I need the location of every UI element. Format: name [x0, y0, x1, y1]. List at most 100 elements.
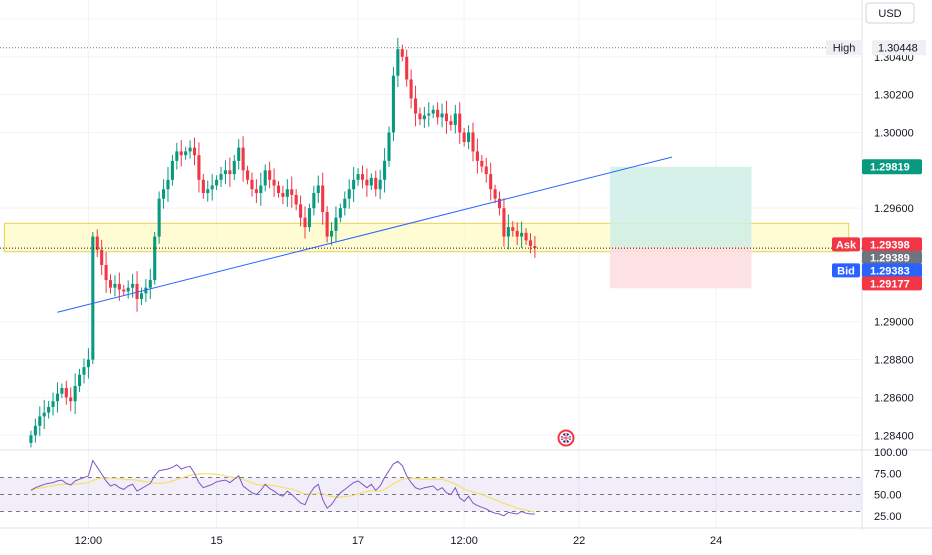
rsi-tick-label: 25.00 — [874, 511, 902, 523]
profit-zone — [610, 166, 752, 247]
candle-up — [73, 386, 77, 402]
rsi-band — [0, 477, 862, 512]
candle-up — [82, 367, 86, 375]
candle-down — [325, 211, 329, 237]
candle-down — [281, 193, 285, 197]
candle-down — [405, 56, 409, 80]
rsi-line — [30, 459, 535, 517]
candle-up — [259, 185, 263, 194]
candle-down — [475, 151, 479, 161]
candle-up — [520, 232, 524, 237]
candle-up — [126, 287, 130, 292]
candle-up — [144, 287, 148, 294]
candle-down — [95, 236, 99, 250]
candle-up — [431, 109, 435, 114]
candle-down — [201, 179, 205, 194]
candle-down — [197, 155, 201, 180]
candle-down — [400, 49, 404, 57]
trendline — [57, 156, 673, 313]
candle-up — [338, 208, 342, 218]
candle-down — [533, 246, 537, 248]
candle-up — [219, 174, 223, 180]
high-price-label: High 1.30448 — [826, 40, 926, 56]
candle-down — [100, 249, 104, 265]
candle-up — [467, 132, 471, 142]
high-tag: High — [833, 43, 856, 55]
candle-down — [228, 170, 232, 175]
time-tick-label: 17 — [352, 535, 364, 547]
candle-up — [223, 170, 227, 175]
candle-up — [387, 132, 391, 161]
candle-up — [356, 174, 360, 180]
last-value: 1.29389 — [870, 252, 910, 264]
last-price-label: 1.29389 — [862, 250, 922, 264]
candle-down — [241, 147, 245, 171]
currency-button[interactable]: USD — [865, 2, 915, 24]
time-tick-label: 22 — [573, 535, 585, 547]
candle-up — [343, 198, 347, 209]
candle-up — [42, 412, 46, 417]
currency-label: USD — [878, 8, 901, 20]
candle-down — [360, 174, 365, 180]
candle-up — [396, 49, 400, 76]
candle-up — [285, 189, 289, 197]
candle-down — [303, 217, 307, 228]
candle-up — [206, 189, 210, 194]
candle-up — [383, 160, 387, 180]
candle-down — [449, 121, 453, 125]
candle-down — [276, 185, 281, 194]
candle-up — [352, 179, 356, 190]
candle-down — [374, 177, 378, 190]
time-tick-label: 24 — [710, 535, 722, 547]
candle-up — [153, 236, 157, 281]
candle-up — [378, 179, 382, 190]
uk-flag-icon[interactable] — [557, 429, 575, 447]
candle-up — [131, 283, 135, 288]
candle-up — [55, 393, 60, 402]
stop-price-label: 1.29177 — [862, 276, 922, 291]
candle-down — [489, 174, 493, 190]
candle-up — [263, 170, 267, 186]
candle-up — [210, 185, 214, 190]
price-tick-label: 1.28800 — [874, 355, 914, 367]
high-value: 1.30448 — [878, 43, 918, 55]
loss-zone — [610, 246, 752, 289]
ask-price-label: Ask 1.29398 — [832, 237, 922, 252]
candle-up — [440, 113, 444, 118]
bid-value: 1.29383 — [870, 265, 910, 277]
candle-down — [64, 387, 68, 398]
candle-down — [135, 283, 139, 300]
candle-down — [192, 147, 197, 156]
candle-down — [321, 185, 325, 212]
price-tick-label: 1.30200 — [874, 90, 914, 102]
candle-up — [166, 179, 170, 190]
candle-down — [484, 166, 488, 175]
candle-down — [290, 189, 294, 195]
rsi-tick-label: 50.00 — [874, 490, 902, 502]
candle-down — [480, 160, 484, 167]
candle-up — [334, 217, 338, 231]
candle-down — [471, 132, 475, 152]
candle-down — [515, 230, 519, 237]
candle-down — [272, 179, 276, 186]
candle-up — [506, 227, 510, 237]
candle-up — [427, 113, 431, 116]
candle-up — [232, 160, 236, 175]
candle-up — [188, 147, 192, 152]
stop-value: 1.29177 — [870, 278, 910, 290]
candle-up — [307, 208, 311, 228]
candle-down — [250, 179, 254, 190]
bid-price-label: Bid 1.29383 — [832, 263, 922, 278]
price-tick-label: 1.30000 — [874, 127, 914, 139]
candle-down — [409, 79, 413, 99]
price-tick-label: 1.28600 — [874, 392, 914, 404]
candle-down — [365, 179, 369, 186]
price-tick-label: 1.28400 — [874, 430, 914, 442]
bid-tag: Bid — [837, 265, 855, 277]
candle-up — [316, 185, 320, 194]
candle-up — [422, 115, 426, 120]
candle-down — [69, 397, 73, 402]
target-value: 1.29819 — [870, 162, 910, 174]
price-tick-label: 1.29600 — [874, 203, 914, 215]
